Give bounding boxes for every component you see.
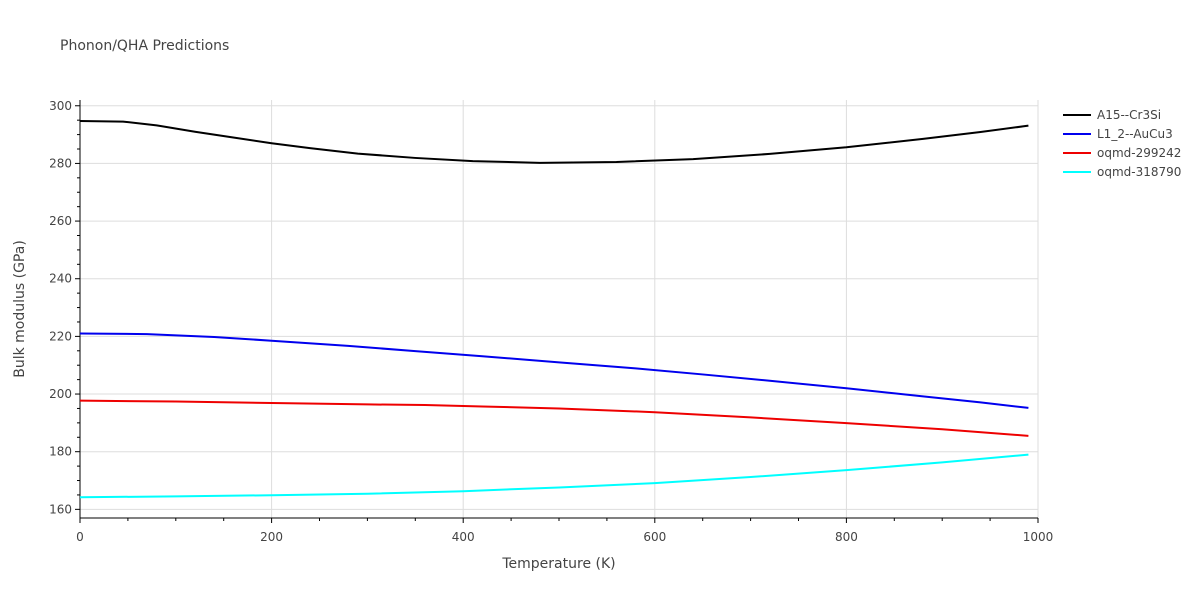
grid xyxy=(80,100,1039,518)
legend-label: oqmd-299242 xyxy=(1097,146,1181,160)
legend-label: A15--Cr3Si xyxy=(1097,108,1161,122)
x-tick-label: 800 xyxy=(835,530,858,544)
x-tick-label: 200 xyxy=(260,530,283,544)
y-tick-label: 260 xyxy=(49,214,72,228)
y-axis-title: Bulk modulus (GPa) xyxy=(12,240,28,378)
x-tick-label: 400 xyxy=(452,530,475,544)
legend-label: L1_2--AuCu3 xyxy=(1097,127,1173,141)
y-tick-label: 280 xyxy=(49,156,72,170)
legend[interactable]: A15--Cr3Si L1_2--AuCu3 oqmd-299242 oqmd-318… xyxy=(1063,108,1181,179)
series-line-0[interactable] xyxy=(79,120,1029,164)
legend-label: oqmd-318790 xyxy=(1097,165,1181,179)
series-line-3[interactable] xyxy=(79,453,1029,499)
legend-item[interactable]: oqmd-318790 xyxy=(1063,165,1181,179)
y-tick-label: 300 xyxy=(49,99,72,113)
x-axis-title: Temperature (K) xyxy=(501,556,615,572)
legend-item[interactable]: A15--Cr3Si xyxy=(1063,108,1161,122)
y-tick-label: 180 xyxy=(49,445,72,459)
y-tick-label: 220 xyxy=(49,329,72,343)
legend-item[interactable]: L1_2--AuCu3 xyxy=(1063,127,1173,141)
x-tick-label: 1000 xyxy=(1023,530,1054,544)
y-tick-label: 160 xyxy=(49,502,72,516)
series-layer xyxy=(79,120,1029,499)
series-line-1[interactable] xyxy=(79,332,1029,409)
series-line-2[interactable] xyxy=(79,399,1029,437)
axes: 0 200 400 600 800 1000 160 180 200 220 240 260 280 30… xyxy=(49,99,1053,544)
x-tick-label: 0 xyxy=(76,530,84,544)
y-tick-label: 240 xyxy=(49,272,72,286)
legend-item[interactable]: oqmd-299242 xyxy=(1063,146,1181,160)
chart-title: Phonon/QHA Predictions xyxy=(60,38,229,54)
y-tick-label: 200 xyxy=(49,387,72,401)
x-tick-label: 600 xyxy=(643,530,666,544)
